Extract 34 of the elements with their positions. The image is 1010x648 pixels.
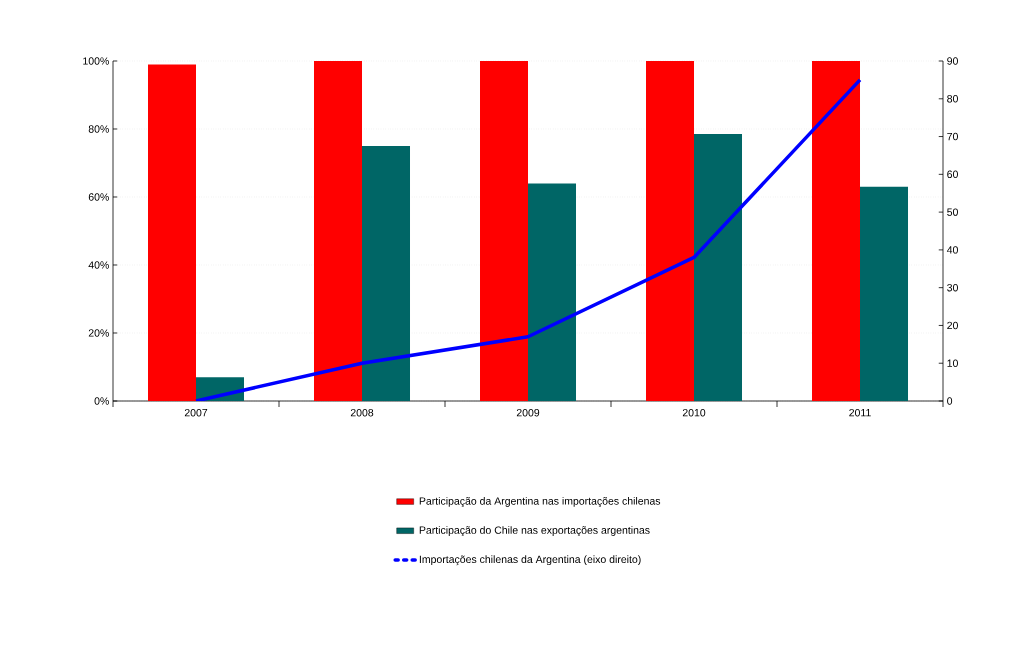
bar [646, 61, 694, 401]
x-tick-label: 2011 [849, 408, 871, 417]
legend-label: Participação da Argentina nas importações chilenas [419, 496, 661, 507]
y-tick-label: 100% [83, 57, 109, 65]
y2-tick-label: 80 [947, 95, 958, 103]
y2-tick-label: 70 [947, 132, 958, 141]
y-tick-label: 0% [94, 397, 109, 405]
bar [694, 134, 742, 401]
y2-tick-label: 40 [946, 246, 958, 254]
legend-label: Importações chilenas da Argentina (eixo direito) [419, 555, 641, 566]
line-series [194, 78, 862, 401]
bar [314, 61, 362, 401]
bar [480, 61, 528, 401]
y2-tick-label: 60 [947, 170, 958, 179]
y2-tick-label: 0 [947, 397, 953, 405]
y2-tick-label: 90 [947, 57, 958, 65]
x-tick-label: 2008 [350, 408, 374, 417]
y-tick-label: 20% [88, 329, 109, 337]
y-tick-label: 40% [88, 261, 109, 269]
y-tick-label: 60% [88, 193, 109, 201]
bar [148, 64, 196, 401]
bar [812, 61, 860, 401]
y2-tick-label: 20 [947, 321, 958, 330]
x-tick-label: 2007 [184, 408, 208, 417]
legend-label: Participação do Chile nas exportações argentinas [419, 526, 650, 536]
x-tick-label: 2010 [682, 408, 706, 417]
bar [528, 183, 576, 401]
y-tick-label: 80% [88, 125, 109, 133]
y2-tick-label: 10 [947, 359, 958, 367]
y2-tick-label: 50 [947, 208, 958, 216]
x-tick-label: 2009 [516, 408, 540, 417]
bar [362, 146, 410, 401]
y2-tick-label: 30 [947, 283, 958, 292]
bar [860, 186, 909, 401]
